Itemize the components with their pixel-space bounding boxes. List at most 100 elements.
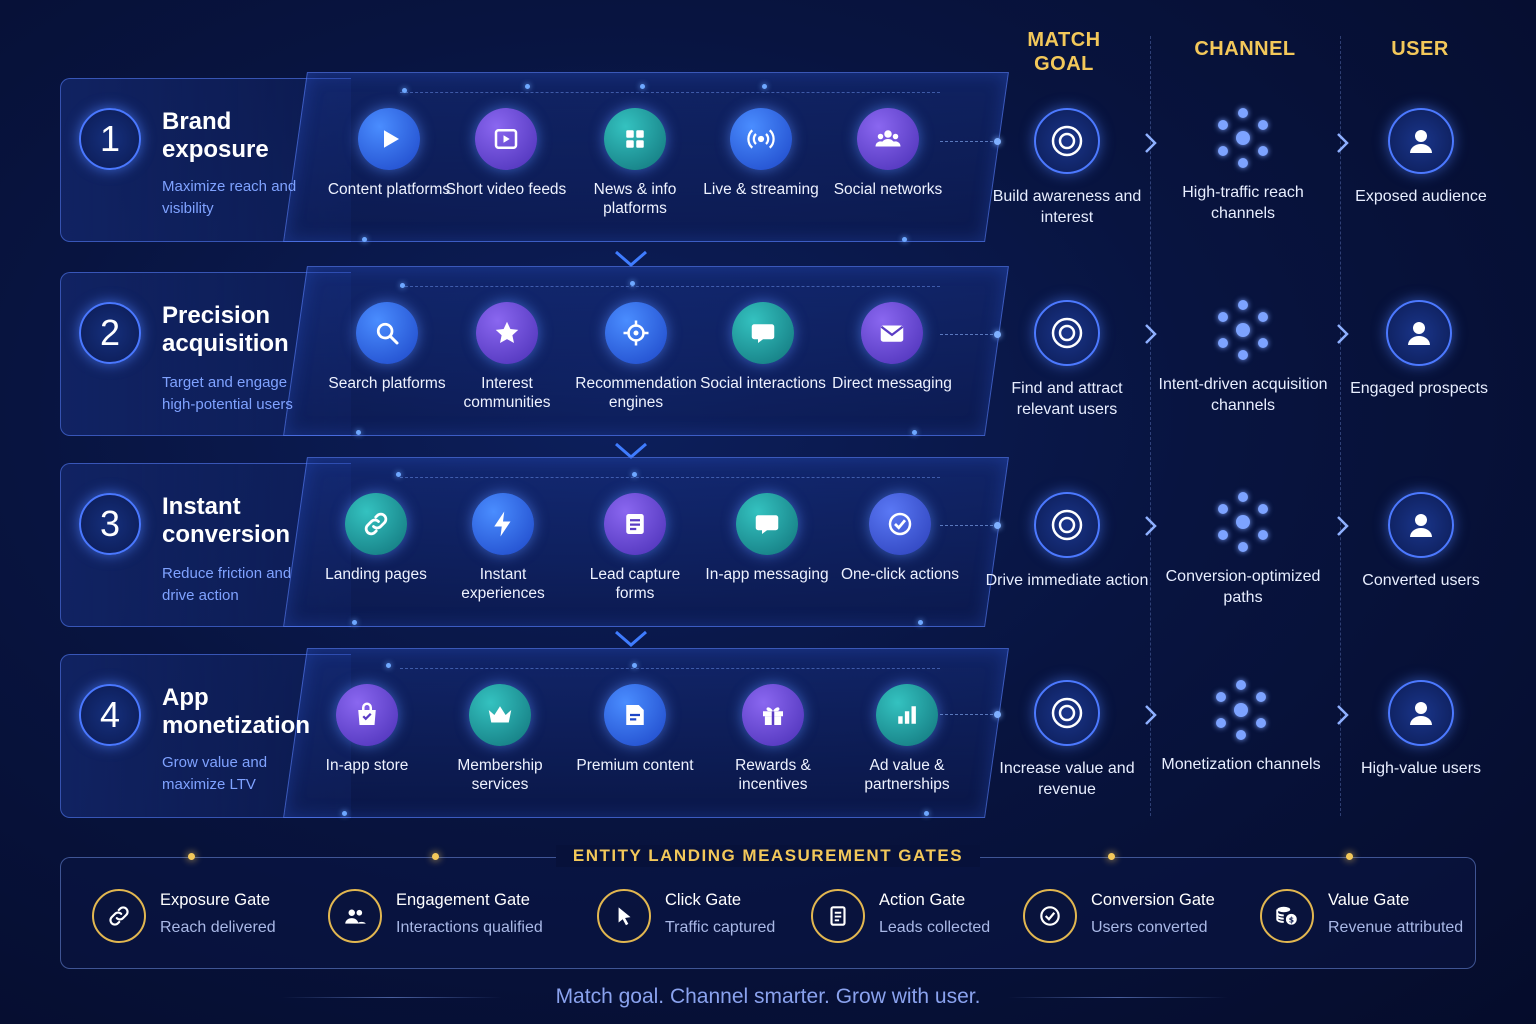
user-icon <box>1386 300 1452 366</box>
measurement-gates-panel <box>60 857 1476 969</box>
channel-item-recommendation[interactable]: Recommendation engines <box>566 302 706 412</box>
channel-item-label: Premium content <box>576 757 694 774</box>
connector-line <box>400 286 940 287</box>
goal-label: Increase value and revenue <box>999 760 1135 798</box>
user-label: High-value users <box>1360 760 1482 777</box>
stage-panel <box>60 272 351 436</box>
channel-item-social-interactions[interactable]: Social interactions <box>698 302 828 393</box>
column-divider <box>1150 36 1151 816</box>
chat-icon <box>736 493 798 555</box>
gate-subtitle: Leads collected <box>879 919 991 936</box>
user-cell: Engaged prospects <box>1334 300 1504 399</box>
channel-label: Monetization channels <box>1161 756 1321 773</box>
channel-item-content-platforms[interactable]: Content platforms <box>324 108 454 199</box>
arrow-to-goal <box>940 522 1001 529</box>
broadcast-icon <box>730 108 792 170</box>
arrow-to-goal <box>940 331 1001 338</box>
glow-dot <box>640 84 645 89</box>
link-icon <box>345 493 407 555</box>
channel-item-news-info[interactable]: News & info platforms <box>570 108 700 218</box>
channel-item-label: Social networks <box>833 181 943 198</box>
bolt-icon <box>472 493 534 555</box>
column-header-match-goal: MATCH GOAL <box>1027 29 1101 75</box>
stage-title: Brand exposure <box>162 108 269 163</box>
channel-item-label: Membership services <box>457 757 543 793</box>
glow-dot <box>762 84 767 89</box>
channel-item-label: Landing pages <box>325 566 427 583</box>
channel-item-short-video[interactable]: Short video feeds <box>441 108 571 199</box>
stage-subtitle: Reduce friction and drive action <box>162 565 292 604</box>
channel-item-landing-pages[interactable]: Landing pages <box>311 493 441 584</box>
network-nodes-icon <box>1210 680 1272 742</box>
chevron-right-icon <box>1145 705 1157 725</box>
stage-subtitle: Target and engage high-potential users <box>162 374 293 413</box>
people-icon <box>328 889 382 943</box>
glow-dot <box>918 620 923 625</box>
target-icon <box>1034 300 1100 366</box>
channel-item-label: Rewards & incentives <box>735 757 811 793</box>
channel-item-direct-messaging[interactable]: Direct messaging <box>827 302 957 393</box>
glow-dot <box>352 620 357 625</box>
chevron-down-icon <box>615 630 647 647</box>
user-icon <box>1388 108 1454 174</box>
column-divider <box>1340 36 1341 816</box>
chevron-right-icon <box>1337 516 1349 536</box>
gift-icon <box>742 684 804 746</box>
channel-item-ad-value[interactable]: Ad value & partnerships <box>842 684 972 794</box>
gold-dot <box>188 853 195 860</box>
goal-label: Build awareness and interest <box>992 188 1142 226</box>
user-cell: Exposed audience <box>1336 108 1506 207</box>
channel-item-membership[interactable]: Membership services <box>435 684 565 794</box>
glow-dot <box>912 430 917 435</box>
user-icon <box>1388 492 1454 558</box>
gold-dot <box>1346 853 1353 860</box>
channel-item-interest-communities[interactable]: Interest communities <box>442 302 572 412</box>
channel-item-label: Search platforms <box>328 375 446 392</box>
chat-icon <box>732 302 794 364</box>
channel-item-one-click[interactable]: One-click actions <box>835 493 965 584</box>
user-icon <box>1388 680 1454 746</box>
stage-brand-exposure: 1 Brand exposure Maximize reach and visi… <box>60 72 1009 242</box>
channel-item-social-networks[interactable]: Social networks <box>823 108 953 199</box>
channel-item-label: Instant experiences <box>461 566 545 602</box>
grid-icon <box>604 108 666 170</box>
channel-item-premium-content[interactable]: Premium content <box>570 684 700 775</box>
channel-cell: Intent-driven acquisition channels <box>1158 300 1328 416</box>
gate-subtitle: Traffic captured <box>665 919 776 936</box>
glow-dot <box>402 88 407 93</box>
channel-label: Intent-driven acquisition channels <box>1158 376 1328 414</box>
channel-item-in-app-store[interactable]: In-app store <box>302 684 432 775</box>
channel-label: High-traffic reach channels <box>1182 184 1304 222</box>
gate-title: Value Gate <box>1328 891 1410 909</box>
search-icon <box>356 302 418 364</box>
glow-dot <box>396 472 401 477</box>
channel-item-live-streaming[interactable]: Live & streaming <box>696 108 826 199</box>
user-label: Converted users <box>1362 572 1480 589</box>
stage-app-monetization: 4 App monetization Grow value and maximi… <box>60 648 1009 818</box>
channel-item-label: Interest communities <box>463 375 551 411</box>
gate-subtitle: Reach delivered <box>160 919 276 936</box>
channel-item-lead-capture[interactable]: Lead capture forms <box>570 493 700 603</box>
tagline-rule <box>282 997 502 998</box>
stage-number: 2 <box>79 302 141 364</box>
channel-item-in-app-messaging[interactable]: In-app messaging <box>702 493 832 584</box>
channel-item-instant-experiences[interactable]: Instant experiences <box>438 493 568 603</box>
bar-chart-icon <box>876 684 938 746</box>
goal-cell: Build awareness and interest <box>982 108 1152 228</box>
crosshair-icon <box>605 302 667 364</box>
glow-dot <box>525 84 530 89</box>
goal-label: Find and attract relevant users <box>1011 380 1123 418</box>
glow-dot <box>356 430 361 435</box>
gate-subtitle: Revenue attributed <box>1328 919 1464 936</box>
tagline-rule <box>1008 997 1228 998</box>
glow-dot <box>924 811 929 816</box>
channel-item-label: Direct messaging <box>832 375 952 392</box>
channel-item-search[interactable]: Search platforms <box>322 302 452 393</box>
chevron-right-icon <box>1337 133 1349 153</box>
crown-icon <box>469 684 531 746</box>
channel-item-rewards[interactable]: Rewards & incentives <box>708 684 838 794</box>
channel-label: Conversion-optimized paths <box>1165 568 1321 606</box>
chevron-down-icon <box>615 250 647 267</box>
channel-item-label: Content platforms <box>327 181 451 198</box>
chevron-right-icon <box>1337 705 1349 725</box>
